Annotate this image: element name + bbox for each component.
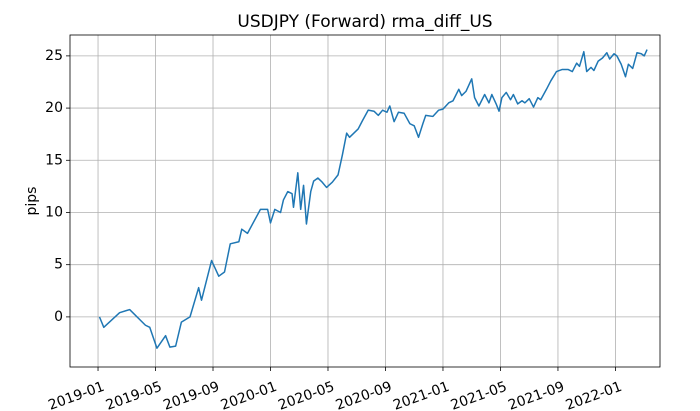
plot-frame [69, 34, 661, 368]
x-tick-label: 2019-09 [161, 379, 221, 411]
x-tick-label: 2021-05 [449, 379, 509, 411]
x-tick-label: 2020-09 [334, 379, 394, 411]
y-tick-label: 0 [54, 309, 63, 325]
chart-title: USDJPY (Forward) rma_diff_US [237, 12, 492, 32]
x-tick-label: 2020-05 [276, 379, 336, 411]
x-tick-label: 2021-01 [391, 379, 451, 411]
x-tick-label: 2020-01 [219, 379, 279, 411]
x-tick-label: 2022-01 [564, 379, 624, 411]
data-line [98, 49, 648, 349]
x-tick-label: 2019-01 [46, 379, 106, 411]
y-axis-label: pips [24, 187, 40, 216]
x-tick-label: 2019-05 [104, 379, 164, 411]
y-tick-label: 10 [45, 204, 63, 220]
y-tick-label: 25 [45, 48, 63, 64]
y-tick-label: 5 [54, 257, 63, 273]
y-tick-label: 15 [45, 152, 63, 168]
x-tick-label: 2021-09 [506, 379, 566, 411]
y-tick-label: 20 [45, 100, 63, 116]
